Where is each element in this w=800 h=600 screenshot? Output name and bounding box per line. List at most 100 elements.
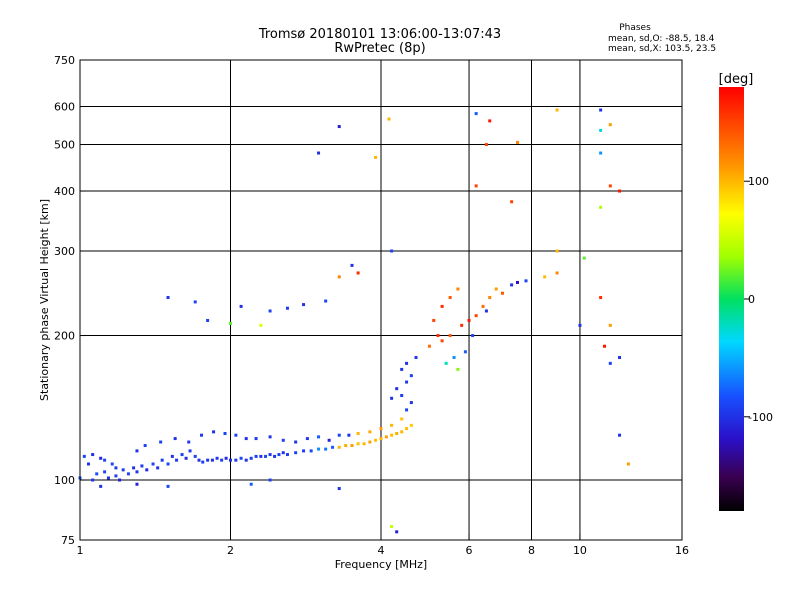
data-point bbox=[324, 447, 328, 451]
data-point bbox=[317, 435, 321, 439]
data-point bbox=[384, 435, 388, 439]
data-point bbox=[463, 350, 467, 354]
o-mode-stats: mean, sd,O: -88.5, 18.4 bbox=[608, 34, 715, 44]
data-point bbox=[337, 125, 341, 129]
data-point bbox=[327, 438, 331, 442]
data-point bbox=[543, 275, 547, 279]
data-point bbox=[344, 444, 348, 448]
data-point bbox=[578, 323, 582, 327]
data-point bbox=[281, 438, 285, 442]
data-point bbox=[414, 355, 418, 359]
data-point bbox=[555, 249, 559, 253]
data-point bbox=[510, 283, 514, 287]
data-point bbox=[440, 304, 444, 308]
data-point bbox=[400, 417, 404, 421]
data-point bbox=[87, 462, 91, 466]
data-point bbox=[608, 123, 612, 127]
data-point bbox=[390, 433, 394, 437]
data-point bbox=[599, 205, 603, 209]
data-point bbox=[166, 296, 170, 300]
data-point bbox=[140, 464, 144, 468]
data-point bbox=[268, 309, 272, 313]
y-axis-label: Stationary phase Virtual Height [km] bbox=[38, 199, 51, 401]
data-point bbox=[249, 482, 253, 486]
data-point bbox=[409, 423, 413, 427]
data-point bbox=[432, 318, 436, 322]
data-point bbox=[166, 462, 170, 466]
data-point bbox=[106, 476, 110, 480]
data-point bbox=[456, 287, 460, 291]
data-point bbox=[180, 453, 184, 457]
data-point bbox=[215, 456, 219, 460]
data-point bbox=[405, 380, 409, 384]
data-point bbox=[229, 458, 232, 462]
y-tick-label: 400 bbox=[54, 185, 75, 198]
data-point bbox=[302, 449, 306, 453]
data-point bbox=[145, 468, 149, 472]
data-point bbox=[277, 453, 281, 457]
data-point bbox=[187, 440, 191, 444]
data-point bbox=[395, 530, 399, 534]
data-point bbox=[99, 484, 103, 488]
data-point bbox=[390, 423, 394, 427]
data-point bbox=[555, 108, 559, 112]
data-point bbox=[159, 440, 163, 444]
data-point bbox=[331, 445, 335, 449]
data-point bbox=[409, 374, 413, 378]
x-tick-label: 16 bbox=[675, 544, 689, 557]
data-point bbox=[436, 334, 440, 338]
x-axis-label: Frequency [MHz] bbox=[335, 558, 427, 571]
data-point bbox=[118, 478, 122, 482]
colorbar-tick-label: -100 bbox=[748, 411, 773, 424]
data-point bbox=[324, 299, 328, 303]
data-point bbox=[135, 470, 139, 474]
data-point bbox=[374, 438, 378, 442]
data-point bbox=[114, 474, 118, 478]
data-point bbox=[201, 460, 205, 464]
data-point bbox=[244, 458, 248, 462]
data-point bbox=[294, 451, 298, 455]
data-point bbox=[188, 449, 192, 453]
data-point bbox=[494, 287, 498, 291]
data-point bbox=[379, 427, 383, 431]
x-mode-stats: mean, sd,X: 103.5, 23.5 bbox=[608, 44, 717, 54]
data-point bbox=[143, 444, 147, 448]
colorbar-tick-label: 100 bbox=[748, 175, 769, 188]
data-point bbox=[400, 430, 404, 434]
data-point bbox=[608, 323, 612, 327]
data-point bbox=[193, 300, 197, 304]
data-point bbox=[368, 440, 372, 444]
x-tick-label: 8 bbox=[528, 544, 535, 557]
data-point bbox=[206, 318, 210, 322]
data-point bbox=[395, 387, 399, 391]
data-point bbox=[110, 462, 114, 466]
data-point bbox=[259, 323, 263, 327]
data-point bbox=[405, 427, 409, 431]
data-point bbox=[510, 200, 514, 204]
data-point bbox=[444, 361, 448, 365]
colorbar-tick-label: 0 bbox=[748, 293, 755, 306]
data-point bbox=[173, 437, 177, 441]
data-point bbox=[347, 433, 351, 437]
data-point bbox=[309, 449, 313, 453]
data-point bbox=[599, 296, 603, 300]
data-point bbox=[239, 456, 243, 460]
data-point bbox=[350, 263, 354, 267]
data-point bbox=[488, 296, 492, 300]
x-tick-label: 2 bbox=[227, 544, 234, 557]
data-point bbox=[481, 304, 485, 308]
data-point bbox=[103, 470, 107, 474]
data-point bbox=[103, 458, 107, 462]
y-tick-label: 200 bbox=[54, 330, 75, 343]
data-point bbox=[99, 456, 103, 460]
data-point bbox=[114, 466, 118, 470]
data-point bbox=[264, 454, 268, 458]
data-point bbox=[608, 361, 612, 365]
data-point bbox=[356, 271, 360, 275]
data-point bbox=[285, 306, 289, 310]
data-point bbox=[337, 275, 341, 279]
data-point bbox=[427, 344, 431, 348]
chart-subtitle: RwPretec (8p) bbox=[334, 41, 426, 56]
data-point bbox=[350, 444, 354, 448]
data-point bbox=[156, 466, 160, 470]
